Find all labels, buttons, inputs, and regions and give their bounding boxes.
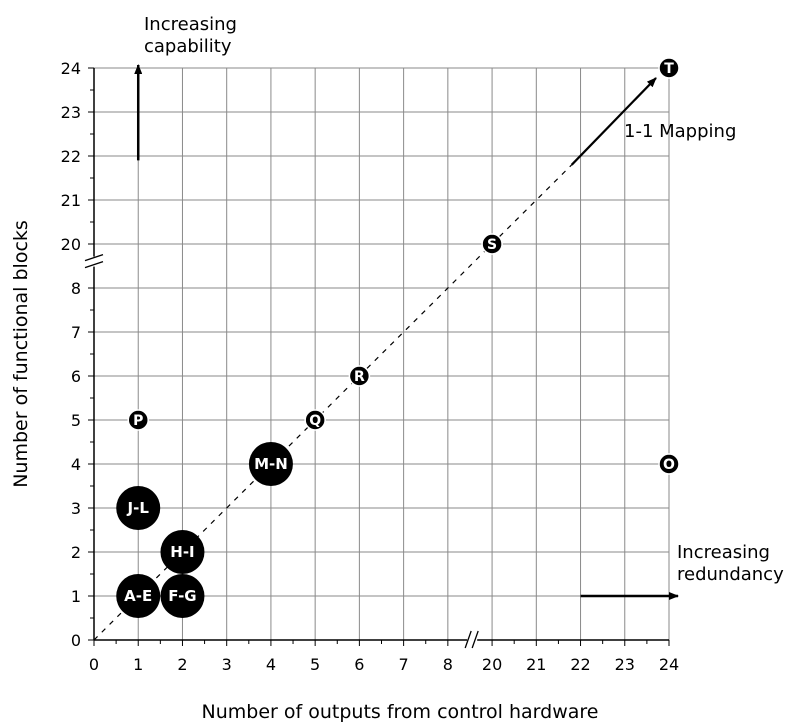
y-tick-label: 23: [61, 103, 81, 122]
y-tick-label: 4: [71, 455, 81, 474]
y-tick-label: 3: [71, 499, 81, 518]
y-axis-title: Number of functional blocks: [10, 220, 32, 488]
annotations: IncreasingcapabilityIncreasingredundancy…: [134, 14, 784, 600]
x-tick-label: 4: [266, 655, 276, 674]
x-tick-label: 5: [310, 655, 320, 674]
y-tick-label: 24: [61, 59, 81, 78]
point-label: P: [133, 413, 143, 429]
data-points: A-E F-G H-I J-L M-N O P Q R S T: [116, 57, 680, 618]
y-tick-label: 5: [71, 411, 81, 430]
point-marker: [128, 410, 149, 430]
axis-titles: Number of outputs from control hardware …: [10, 220, 598, 723]
x-axis-break-mask: [467, 631, 478, 649]
x-tick-label: 20: [482, 655, 502, 674]
one-to-one-reference-line: [93, 164, 573, 641]
point-marker: [248, 442, 293, 486]
axes: [84, 67, 670, 649]
point-marker: [160, 574, 205, 618]
grid: [94, 67, 670, 640]
point-label: R: [354, 369, 365, 385]
y-tick-label: 0: [71, 631, 81, 650]
y-tick-label: 2: [71, 543, 81, 562]
point-marker: [116, 486, 161, 530]
capability-annotation-text: Increasing: [144, 14, 237, 35]
point-marker: [349, 366, 370, 386]
point-label: A-E: [124, 587, 152, 605]
mapping-annotation-text: 1-1 Mapping: [624, 121, 736, 142]
point-marker-ring: [348, 365, 371, 387]
capability-annotation-text: capability: [144, 36, 232, 57]
y-tick-label: 6: [71, 367, 81, 386]
point-marker: [659, 454, 679, 474]
x-tick-label: 3: [222, 655, 232, 674]
y-tick-label: 1: [71, 587, 81, 606]
point-marker-ring: [658, 453, 680, 475]
x-tick-label: 24: [659, 655, 679, 674]
x-axis-break-mark: [464, 630, 472, 649]
point-marker: [659, 58, 679, 78]
reference-line-group: [93, 164, 573, 641]
y-tick-label: 20: [61, 235, 81, 254]
x-tick-label: 8: [443, 655, 453, 674]
x-tick-label: 1: [133, 655, 143, 674]
point-label: H-I: [170, 543, 194, 561]
point-marker-ring: [304, 409, 326, 431]
point-marker: [482, 234, 503, 254]
x-tick-label: 0: [89, 655, 99, 674]
x-tick-label: 6: [354, 655, 364, 674]
point-marker: [116, 574, 161, 618]
mapping-arrow: [570, 77, 657, 166]
y-axis-break-mask: [85, 256, 103, 267]
y-axis-break-mark: [84, 260, 104, 269]
x-tick-label: 21: [526, 655, 546, 674]
y-tick-label: 22: [61, 147, 81, 166]
point-label: T: [664, 61, 674, 77]
x-tick-label: 2: [177, 655, 187, 674]
point-marker: [160, 530, 205, 574]
y-axis-break-mark: [84, 253, 104, 262]
y-tick-label: 8: [71, 279, 81, 298]
point-marker-ring: [658, 57, 680, 79]
point-label: O: [663, 457, 675, 473]
point-label: J-L: [127, 499, 150, 517]
y-tick-label: 21: [61, 191, 81, 210]
point-marker-ring: [481, 233, 503, 255]
point-label: Q: [309, 413, 321, 429]
point-marker: [305, 410, 326, 430]
x-axis-break-mark: [471, 630, 479, 649]
x-axis-title: Number of outputs from control hardware: [202, 701, 599, 723]
point-label: M-N: [254, 455, 288, 473]
x-tick-label: 22: [570, 655, 590, 674]
x-tick-label: 7: [399, 655, 409, 674]
point-marker-ring: [127, 409, 149, 431]
redundancy-annotation-text: redundancy: [677, 564, 784, 585]
point-label: F-G: [168, 587, 196, 605]
redundancy-annotation-text: Increasing: [677, 542, 770, 563]
x-tick-label: 23: [615, 655, 635, 674]
point-label: S: [487, 237, 497, 253]
y-tick-label: 7: [71, 323, 81, 342]
